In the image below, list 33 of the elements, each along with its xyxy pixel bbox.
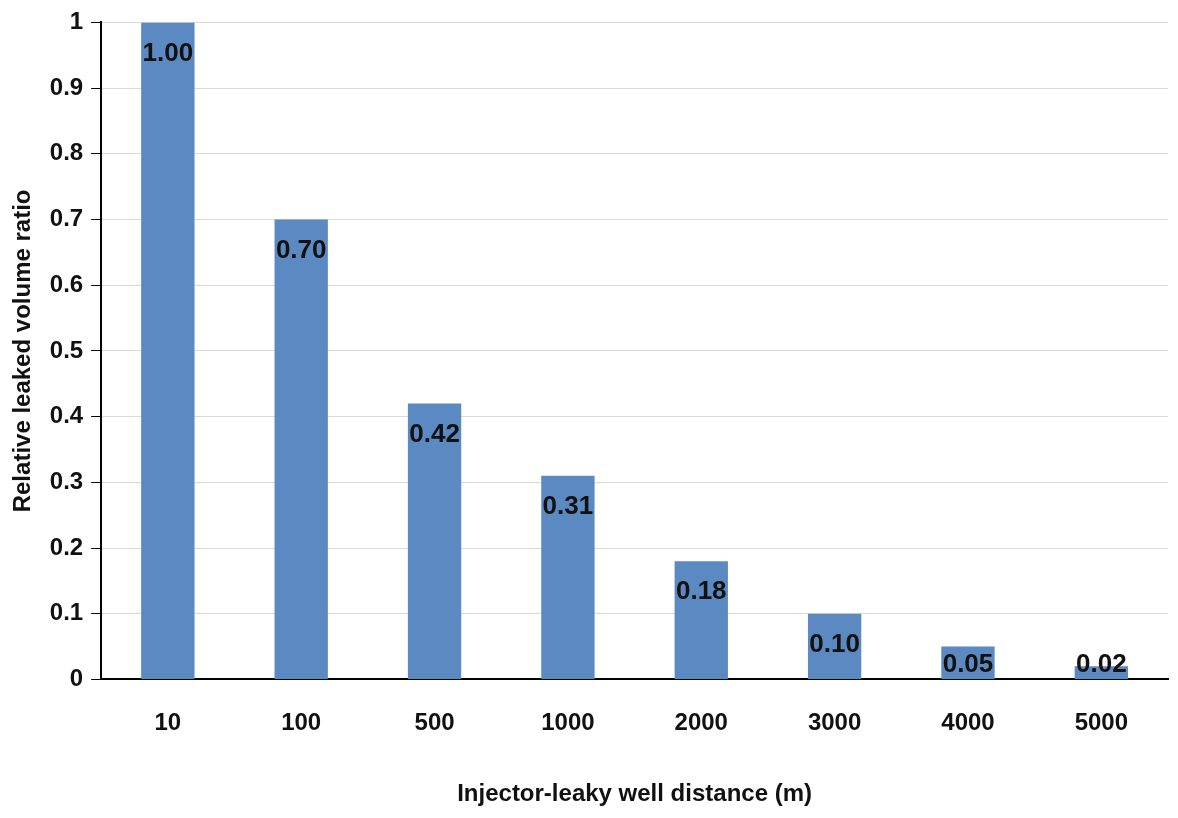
data-label: 0.18	[675, 575, 727, 606]
data-label: 0.31	[542, 489, 594, 520]
data-label: 1.00	[142, 36, 194, 67]
x-tick-label: 10	[154, 708, 182, 736]
y-tick-label: 0.5	[49, 335, 84, 363]
y-tick-label: 0.7	[49, 204, 84, 232]
bar	[274, 219, 328, 679]
y-tick-label: 0	[69, 664, 84, 692]
x-tick-label: 2000	[674, 708, 728, 736]
bar	[674, 561, 728, 679]
y-tick-label: 0.8	[49, 138, 84, 166]
bar	[407, 403, 462, 679]
data-label: 0.42	[409, 417, 460, 448]
x-axis-title: Injector-leaky well distance (m)	[457, 779, 812, 807]
x-tick-label: 5000	[1074, 708, 1129, 736]
y-tick-label: 1	[69, 7, 84, 35]
x-tick-label: 100	[281, 708, 322, 736]
y-tick-label: 0.6	[49, 269, 84, 297]
data-label: 0.05	[942, 647, 994, 678]
x-tick-label: 1000	[541, 708, 595, 736]
y-axis-title: Relative leaked volume ratio	[8, 189, 36, 513]
x-tick-label: 500	[414, 708, 455, 736]
y-tick-label: 0.1	[49, 598, 84, 626]
bar	[541, 475, 595, 679]
y-tick-label: 0.3	[49, 466, 84, 494]
bar	[141, 22, 195, 679]
y-tick-label: 0.9	[49, 72, 84, 100]
x-tick-label: 4000	[941, 708, 995, 736]
data-label: 0.70	[275, 233, 327, 264]
x-tick-label: 3000	[807, 708, 862, 736]
y-tick-label: 0.2	[49, 532, 84, 560]
y-tick-label: 0.4	[49, 401, 84, 429]
data-label: 0.10	[809, 627, 860, 658]
